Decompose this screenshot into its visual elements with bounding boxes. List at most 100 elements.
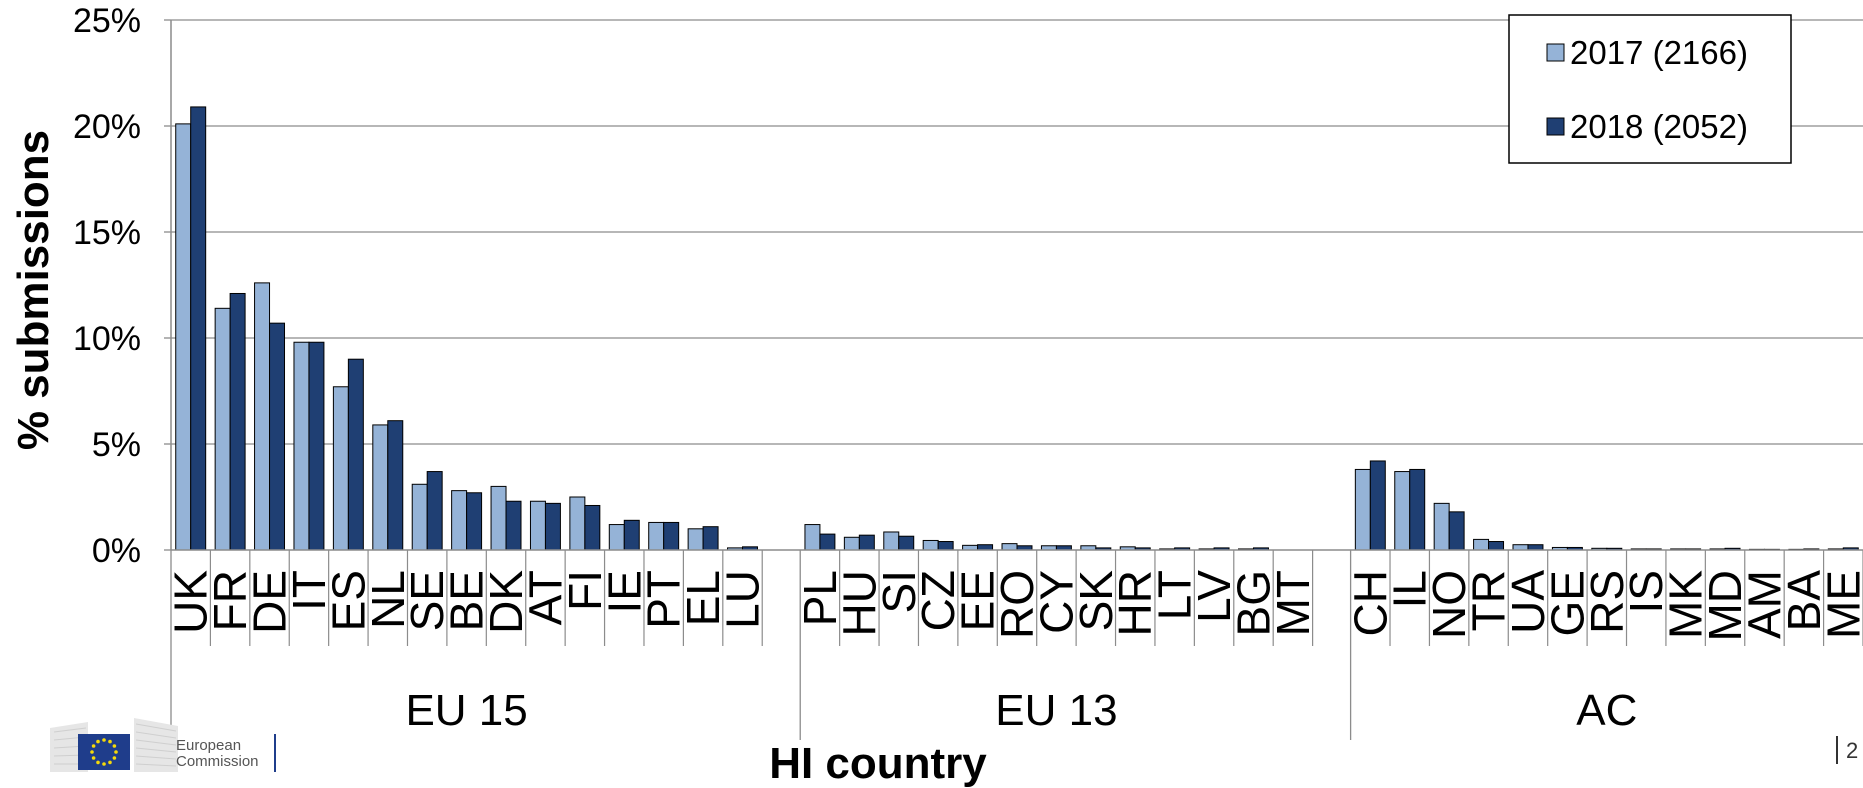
bar-2018-BE (466, 492, 483, 551)
category-label-BG: BG (1227, 570, 1279, 636)
page-number: 2 (1846, 738, 1859, 763)
legend-label-2017: 2017 (2166) (1570, 34, 1748, 71)
legend-swatch-2018 (1546, 117, 1565, 136)
bar-2018-ES (347, 358, 364, 551)
bar-2018-NO (1448, 511, 1465, 551)
bar-2018-SE (426, 471, 443, 551)
bar-2017-IE (608, 524, 625, 551)
category-label-MK: MK (1660, 570, 1712, 639)
bar-2018-TR (1488, 541, 1505, 551)
bar-2018-IL (1409, 468, 1426, 551)
category-label-MT: MT (1267, 570, 1319, 636)
category-label-GE: GE (1541, 570, 1593, 636)
category-label-CH: CH (1344, 570, 1396, 636)
bar-2018-NL (387, 420, 404, 551)
logo-line-2: Commission (176, 753, 259, 770)
bar-2018-DK (505, 500, 522, 551)
category-label-UA: UA (1502, 570, 1554, 634)
category-label-LU: LU (717, 570, 769, 629)
group-label: EU 15 (405, 686, 527, 735)
bar-2017-ES (332, 386, 349, 551)
page-number-divider (1836, 736, 1838, 764)
category-label-DK: DK (480, 570, 532, 634)
bar-2018-EE (977, 544, 994, 551)
bar-2017-RO (1001, 543, 1018, 551)
bar-2017-NO (1433, 502, 1450, 551)
category-label-CY: CY (1030, 570, 1082, 634)
y-axis-label: % submissions (9, 130, 58, 450)
bar-2018-PT (663, 521, 680, 551)
bar-2017-EL (687, 528, 704, 551)
category-label-DE: DE (244, 570, 296, 634)
category-label-FI: FI (559, 570, 611, 611)
bar-2017-CH (1354, 468, 1371, 551)
category-label-IL: IL (1384, 570, 1436, 608)
category-label-LT: LT (1149, 570, 1201, 620)
category-label-IS: IS (1620, 570, 1672, 613)
x-axis-label: HI country (769, 739, 987, 788)
bar-2017-FI (569, 496, 586, 551)
y-tick-label: 10% (73, 320, 141, 358)
bar-2018-FR (229, 292, 246, 551)
category-label-RS: RS (1581, 570, 1633, 634)
category-label-NL: NL (362, 570, 414, 629)
bar-2018-IT (308, 341, 325, 551)
category-label-IT: IT (283, 570, 335, 611)
category-label-BA: BA (1778, 570, 1830, 632)
bar-2018-UA (1527, 544, 1544, 551)
legend-label-2018: 2018 (2052) (1570, 108, 1748, 145)
bar-2017-IT (293, 341, 310, 551)
bars (175, 106, 1859, 551)
bar-2018-IE (623, 519, 640, 551)
bar-2017-FR (214, 307, 231, 551)
bar-2017-SI (883, 531, 900, 551)
bar-2017-PL (804, 524, 821, 551)
category-label-AM: AM (1738, 570, 1790, 639)
category-label-BE: BE (441, 570, 493, 631)
bar-2018-DE (269, 322, 286, 551)
y-tick-label: 25% (73, 2, 141, 40)
category-label-SK: SK (1070, 570, 1122, 632)
group-label: AC (1576, 686, 1637, 735)
logo-divider (274, 734, 276, 772)
category-label-PL: PL (794, 570, 846, 626)
group-label: EU 13 (995, 686, 1117, 735)
bar-2017-CZ (922, 539, 939, 551)
bar-2018-FI (584, 504, 601, 551)
y-tick-label: 15% (73, 214, 141, 252)
bar-2017-TR (1473, 538, 1490, 551)
eu-logo (50, 718, 178, 772)
category-label-UK: UK (165, 570, 217, 634)
y-tick-label: 20% (73, 108, 141, 146)
bar-2017-PT (648, 521, 665, 551)
y-tick-label: 0% (92, 532, 141, 570)
category-label-IE: IE (598, 570, 650, 613)
bar-2018-CH (1369, 460, 1386, 551)
category-label-ME: ME (1817, 570, 1863, 639)
bar-2018-AT (544, 502, 561, 551)
eu-stars-icon (90, 738, 118, 766)
category-label-ES: ES (322, 570, 374, 631)
category-label-NO: NO (1423, 570, 1475, 639)
bar-2018-UK (190, 106, 207, 551)
bar-2018-EL (702, 526, 719, 551)
category-label-SI: SI (873, 570, 925, 613)
bar-2017-IL (1394, 471, 1411, 551)
y-tick-label: 5% (92, 426, 141, 464)
category-label-EE: EE (952, 570, 1004, 631)
logo-text: European Commission (176, 738, 259, 770)
category-label-RO: RO (991, 570, 1043, 639)
category-label-LV: LV (1188, 570, 1240, 623)
bar-2017-HU (843, 536, 860, 551)
category-label-FR: FR (204, 570, 256, 631)
category-label-EL: EL (677, 570, 729, 626)
bar-2018-HU (858, 534, 875, 551)
bar-2018-PL (819, 533, 836, 551)
logo-line-1: European (176, 737, 242, 754)
category-label-HR: HR (1109, 570, 1161, 636)
legend-swatch-2017 (1546, 43, 1565, 62)
axes (164, 19, 1863, 740)
bar-2018-SI (898, 535, 915, 551)
